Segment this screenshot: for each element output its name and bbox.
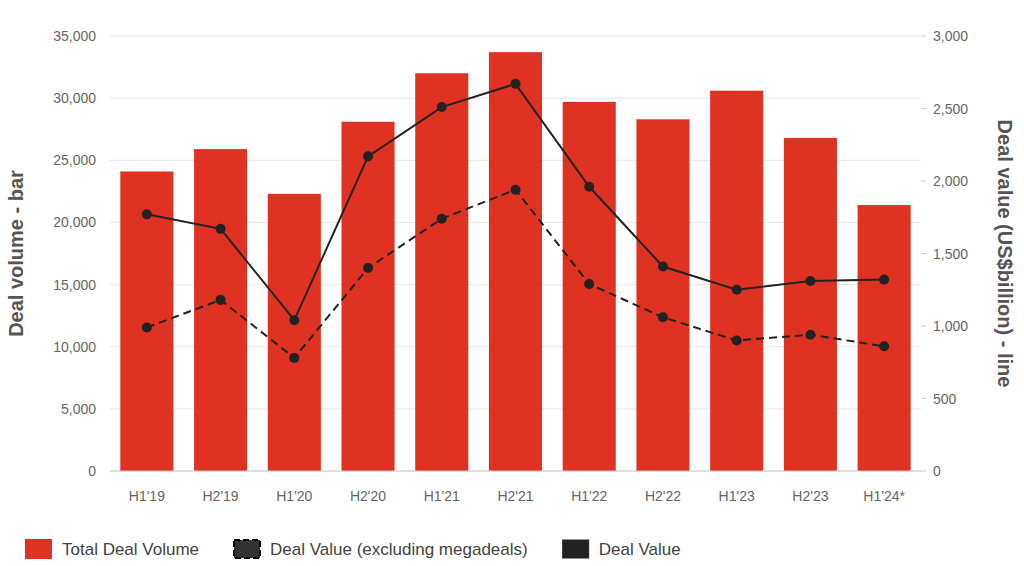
y2-tick	[921, 36, 926, 37]
x-tick-label: H1'19	[129, 488, 165, 504]
y2-tick	[921, 181, 926, 182]
marker	[658, 262, 668, 272]
bar	[194, 149, 247, 471]
bar	[636, 119, 689, 471]
grid-line	[110, 36, 921, 37]
x-tick-label: H2'22	[645, 488, 681, 504]
y2-tick	[921, 253, 926, 254]
y2-tick-label: 500	[933, 391, 957, 407]
y2-tick-label: 2,000	[933, 173, 968, 189]
bar	[784, 138, 837, 471]
legend-label: Total Deal Volume	[62, 540, 199, 559]
marker	[658, 312, 668, 322]
grid-line	[110, 471, 921, 472]
x-tick-label: H1'21	[424, 488, 460, 504]
plot-area	[120, 52, 910, 471]
marker	[216, 224, 226, 234]
marker	[142, 209, 152, 219]
y2-tick	[921, 398, 926, 399]
y2-tick-label: 1,000	[933, 318, 968, 334]
y2-tick	[921, 108, 926, 109]
marker	[363, 263, 373, 273]
marker	[584, 182, 594, 192]
marker	[142, 322, 152, 332]
marker	[805, 276, 815, 286]
x-tick-label: H2'23	[792, 488, 828, 504]
bar	[342, 122, 395, 471]
legend-swatch	[25, 539, 52, 559]
y-tick-label: 5,000	[61, 401, 96, 417]
y2-tick-label: 0	[933, 463, 941, 479]
marker	[216, 295, 226, 305]
legend-label: Deal Value (excluding megadeals)	[270, 540, 528, 559]
y2-tick	[921, 471, 926, 472]
y-tick-label: 25,000	[53, 152, 96, 168]
y-tick-label: 35,000	[53, 28, 96, 44]
y2-tick-label: 3,000	[933, 28, 968, 44]
line	[147, 84, 884, 320]
x-tick-label: H1'24*	[863, 488, 905, 504]
bar	[563, 102, 616, 471]
chart: 0 5,000 10,000 15,000 20,000 25,000 30,000 35,0…	[0, 0, 1024, 566]
y-axis-title: Deal volume - bar	[5, 170, 27, 337]
marker	[363, 151, 373, 161]
x-tick-label: H2'21	[497, 488, 533, 504]
y-tick-label: 0	[88, 463, 96, 479]
y-tick-label: 10,000	[53, 339, 96, 355]
marker	[289, 315, 299, 325]
bar	[489, 52, 542, 471]
y-tick-label: 15,000	[53, 277, 96, 293]
marker	[511, 79, 521, 89]
legend-swatch	[563, 540, 589, 558]
y2-axis-title: Deal value (US$billion) - line	[994, 120, 1016, 388]
y-tick-label: 20,000	[53, 214, 96, 230]
y2-tick-label: 2,500	[933, 101, 968, 117]
bar	[268, 194, 321, 471]
marker	[437, 102, 447, 112]
y-tick-label: 30,000	[53, 90, 96, 106]
legend-label: Deal Value	[599, 540, 681, 559]
marker	[584, 279, 594, 289]
marker	[879, 341, 889, 351]
y2-tick	[921, 326, 926, 327]
marker	[289, 353, 299, 363]
legend-swatch	[234, 540, 260, 558]
marker	[732, 336, 742, 346]
x-tick-label: H2'20	[350, 488, 386, 504]
x-tick-label: H1'20	[276, 488, 312, 504]
x-tick-label: H2'19	[203, 488, 239, 504]
x-tick-label: H1'23	[719, 488, 755, 504]
marker	[437, 214, 447, 224]
marker	[732, 285, 742, 295]
x-axis-line	[110, 471, 921, 472]
bar	[858, 205, 911, 471]
marker	[805, 330, 815, 340]
marker	[511, 185, 521, 195]
marker	[879, 275, 889, 285]
bar	[415, 73, 468, 471]
y2-tick-label: 1,500	[933, 246, 968, 262]
bar	[710, 91, 763, 471]
x-tick-label: H1'22	[571, 488, 607, 504]
